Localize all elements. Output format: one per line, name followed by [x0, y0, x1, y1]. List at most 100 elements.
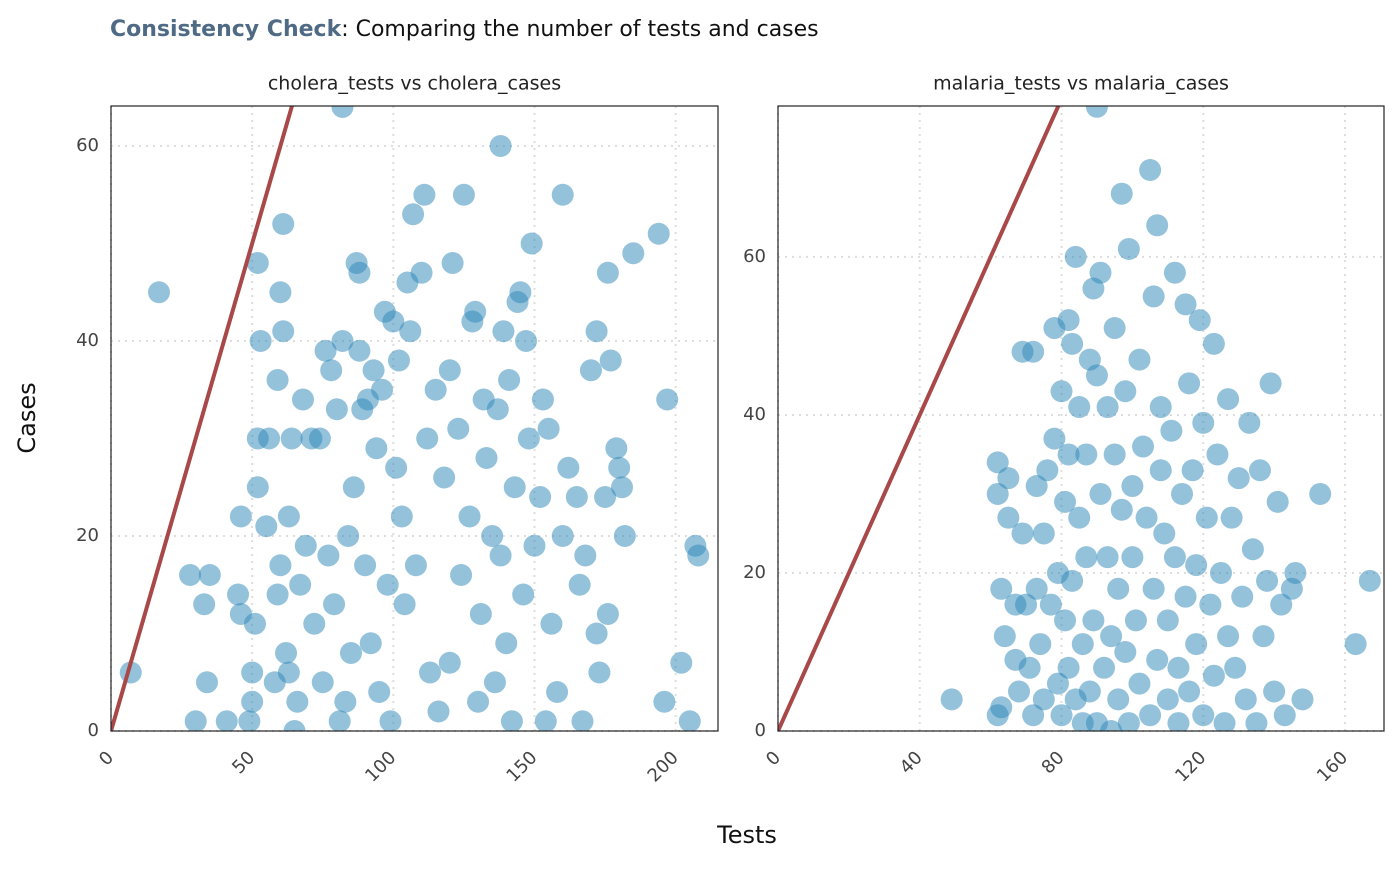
point — [1100, 720, 1123, 731]
point — [596, 261, 619, 284]
point — [1121, 546, 1144, 569]
point — [503, 476, 526, 499]
point — [1263, 680, 1286, 703]
point — [1046, 672, 1069, 695]
point — [1238, 411, 1261, 434]
point — [1146, 214, 1169, 237]
point — [246, 476, 269, 499]
point — [1224, 656, 1247, 679]
point — [520, 232, 543, 255]
point — [286, 690, 309, 713]
point — [571, 710, 594, 731]
point — [1163, 546, 1186, 569]
point — [1043, 427, 1066, 450]
point — [997, 506, 1020, 529]
panel-title: malaria_tests vs malaria_cases — [933, 73, 1229, 95]
point — [243, 612, 266, 635]
point — [283, 720, 306, 731]
point — [1284, 561, 1307, 584]
point — [500, 710, 523, 731]
point — [1089, 482, 1112, 505]
point — [433, 466, 456, 489]
point — [1057, 309, 1080, 332]
point — [354, 554, 377, 577]
point — [551, 524, 574, 547]
point — [1171, 482, 1193, 505]
point — [1082, 609, 1105, 632]
point — [568, 573, 591, 596]
point — [1050, 380, 1073, 403]
y-tick-label: 0 — [88, 720, 99, 741]
y-tick-label: 60 — [76, 135, 99, 156]
point — [147, 281, 170, 304]
point — [498, 368, 521, 391]
point — [986, 482, 1009, 505]
point — [325, 398, 348, 421]
point — [379, 710, 402, 731]
point — [1266, 490, 1289, 513]
point — [515, 329, 538, 352]
point — [1114, 380, 1137, 403]
point — [331, 329, 354, 352]
point — [1174, 585, 1197, 608]
point — [585, 320, 608, 343]
point — [404, 554, 427, 577]
point — [481, 524, 504, 547]
point — [986, 451, 1009, 474]
point — [1149, 459, 1172, 482]
point — [557, 456, 580, 479]
point — [1032, 522, 1055, 545]
point — [1213, 712, 1236, 731]
point — [1160, 419, 1183, 442]
point — [399, 320, 422, 343]
point — [1273, 704, 1296, 727]
point — [328, 710, 351, 731]
point — [1209, 561, 1232, 584]
point — [1110, 498, 1133, 521]
point — [438, 651, 461, 674]
point — [241, 690, 264, 713]
point — [1217, 388, 1240, 411]
point — [1199, 593, 1222, 616]
point — [1103, 443, 1126, 466]
point — [647, 222, 670, 245]
point — [1185, 633, 1208, 656]
point — [1124, 609, 1147, 632]
point — [390, 505, 413, 528]
point — [1178, 372, 1201, 395]
y-axis-title: Cases — [13, 382, 41, 453]
point — [1061, 569, 1084, 592]
point — [458, 505, 481, 528]
panel-title: cholera_tests vs cholera_cases — [268, 73, 561, 95]
point — [551, 183, 574, 206]
point — [993, 625, 1016, 648]
point — [1195, 506, 1218, 529]
point — [613, 524, 636, 547]
point — [1231, 585, 1254, 608]
title-emphasis: Consistency Check — [110, 17, 343, 42]
point — [608, 456, 631, 479]
point — [1344, 633, 1367, 656]
point — [1029, 633, 1052, 656]
point — [605, 437, 628, 460]
point — [1206, 443, 1229, 466]
point — [1018, 656, 1041, 679]
point — [622, 242, 645, 265]
point — [1110, 182, 1133, 205]
point — [467, 690, 490, 713]
point — [1054, 609, 1077, 632]
point — [1188, 309, 1211, 332]
point — [1114, 640, 1137, 663]
point — [537, 417, 560, 440]
point — [529, 485, 552, 508]
point — [1192, 704, 1215, 727]
point — [452, 183, 475, 206]
point — [489, 544, 512, 567]
point — [266, 583, 289, 606]
y-tick-label: 60 — [743, 246, 766, 267]
point — [1178, 680, 1201, 703]
point — [1185, 554, 1208, 577]
point — [1121, 475, 1144, 498]
point — [402, 203, 425, 226]
